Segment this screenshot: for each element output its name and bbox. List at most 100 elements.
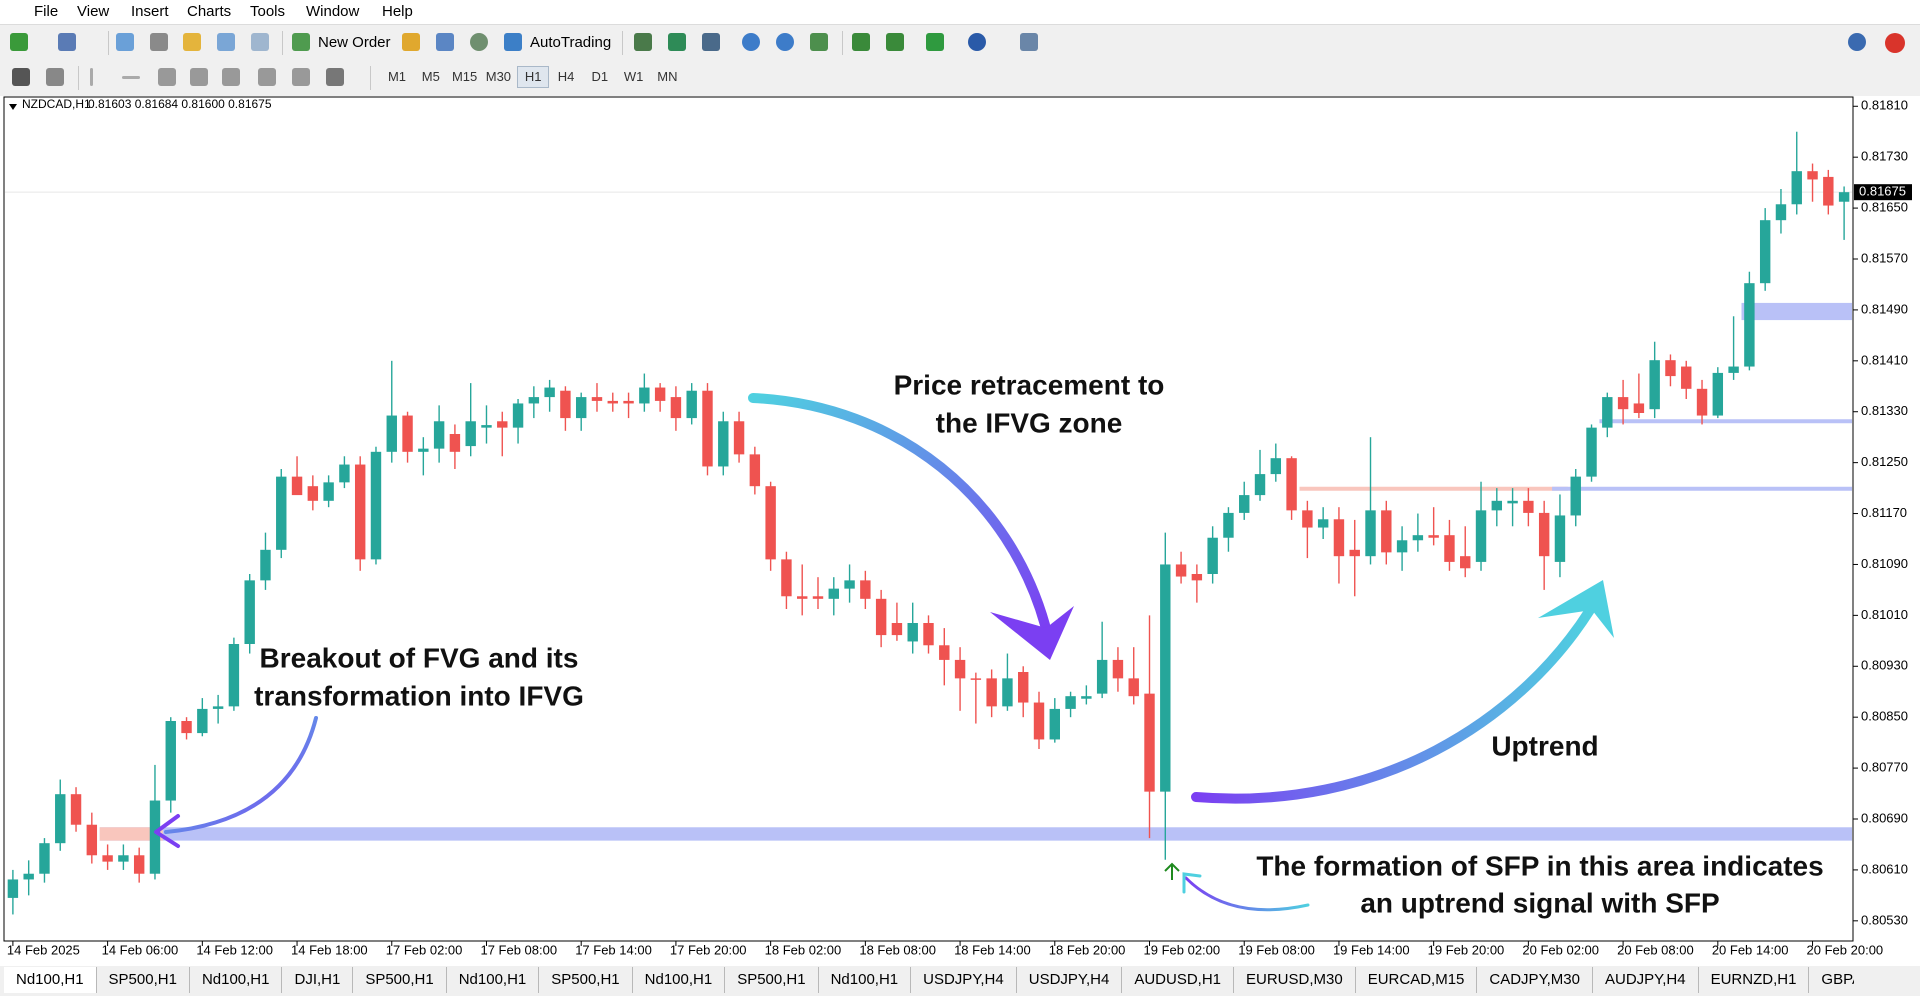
- zoom-out-icon[interactable]: [776, 33, 794, 51]
- chart-tab[interactable]: EURCAD,M15: [1356, 967, 1478, 993]
- label-icon[interactable]: [292, 68, 310, 86]
- retracement-arrow-head: [990, 606, 1074, 660]
- market-icon[interactable]: [470, 33, 488, 51]
- new-order-button[interactable]: New Order: [318, 34, 391, 51]
- new-order-icon[interactable]: [292, 33, 310, 51]
- chart-tab[interactable]: EURUSD,M30: [1234, 967, 1356, 993]
- terminal-icon[interactable]: [217, 33, 235, 51]
- autotrading-icon[interactable]: [504, 33, 522, 51]
- menu-item[interactable]: File: [34, 3, 59, 20]
- x-tick-label: 20 Feb 14:00: [1712, 942, 1789, 957]
- y-tick-label: 0.81490: [1861, 301, 1908, 316]
- notification-icon[interactable]: [1885, 33, 1905, 53]
- timeframe-button[interactable]: W1: [623, 69, 644, 84]
- separator: [78, 66, 79, 90]
- timeframe-button[interactable]: M30: [485, 69, 512, 84]
- shift-icon[interactable]: [886, 33, 904, 51]
- navigator-icon[interactable]: [183, 33, 201, 51]
- timeframe-button[interactable]: MN: [657, 69, 678, 84]
- menu-item[interactable]: Help: [382, 3, 413, 20]
- chart-tab[interactable]: USDJPY,H4: [911, 967, 1017, 993]
- zoom-in-icon[interactable]: [742, 33, 760, 51]
- chart-tab[interactable]: AUDUSD,H1: [1122, 967, 1235, 993]
- chart-tab[interactable]: SP500,H1: [353, 967, 447, 993]
- scroll-icon[interactable]: [852, 33, 870, 51]
- chart-tab[interactable]: Nd100,H1: [447, 967, 540, 993]
- candle-body: [1191, 574, 1203, 581]
- timeframe-button[interactable]: H4: [557, 69, 575, 84]
- trendline-icon[interactable]: [158, 68, 176, 86]
- cursor-icon[interactable]: [12, 68, 30, 86]
- bar-chart-icon[interactable]: [634, 33, 652, 51]
- candle-body: [1223, 512, 1234, 538]
- tester-icon[interactable]: [251, 33, 269, 51]
- chart-tab[interactable]: DJI,H1: [282, 967, 354, 993]
- autotrading-button[interactable]: AutoTrading: [530, 34, 612, 51]
- x-tick-label: 18 Feb 14:00: [954, 942, 1031, 957]
- timeframe-button[interactable]: D1: [591, 69, 609, 84]
- candle-body: [1838, 192, 1850, 202]
- templates-icon[interactable]: [1020, 33, 1038, 51]
- timeframe-button[interactable]: M5: [421, 69, 440, 84]
- chart-tab[interactable]: AUDJPY,H4: [1593, 967, 1699, 993]
- candle-body: [639, 387, 650, 404]
- zone: [1741, 302, 1852, 321]
- indicators-icon[interactable]: [926, 33, 944, 51]
- candle-body: [481, 425, 492, 428]
- timeframe-button[interactable]: M1: [387, 69, 407, 84]
- timeframe-button[interactable]: H1: [517, 66, 550, 88]
- candle-body: [1791, 171, 1802, 205]
- menu-item[interactable]: Insert: [131, 3, 169, 20]
- chart-tab[interactable]: Nd100,H1: [190, 967, 283, 993]
- arrows-icon[interactable]: [326, 68, 344, 86]
- candle-body: [181, 721, 192, 734]
- menu-item[interactable]: Tools: [250, 3, 286, 20]
- profiles-icon[interactable]: [58, 33, 76, 51]
- current-price-label: 0.81675: [1859, 184, 1906, 199]
- fibo-icon[interactable]: [222, 68, 240, 86]
- crosshair-icon[interactable]: [46, 68, 64, 86]
- candle-body: [1160, 564, 1171, 792]
- text-icon[interactable]: [258, 68, 276, 86]
- chart-tab[interactable]: GBPAUD,H1: [1809, 967, 1854, 993]
- signals-icon[interactable]: [436, 33, 454, 51]
- candle-body: [1317, 519, 1329, 528]
- tile-icon[interactable]: [810, 33, 828, 51]
- chart-tab[interactable]: Nd100,H1: [819, 967, 912, 993]
- search-icon[interactable]: [1848, 33, 1866, 51]
- candle-body: [354, 464, 366, 560]
- breakout-arrow-head: [154, 814, 180, 848]
- periods-icon[interactable]: [968, 33, 986, 51]
- chart-tab[interactable]: USDJPY,H4: [1017, 967, 1123, 993]
- x-tick-label: 14 Feb 06:00: [102, 942, 179, 957]
- candle-body: [449, 434, 461, 452]
- menu-item[interactable]: Charts: [187, 3, 232, 20]
- candle-body: [276, 476, 287, 550]
- candle-body: [575, 397, 587, 419]
- chart-tab[interactable]: SP500,H1: [97, 967, 190, 993]
- metaeditor-icon[interactable]: [402, 33, 420, 51]
- channel-icon[interactable]: [190, 68, 208, 86]
- market-watch-icon[interactable]: [116, 33, 134, 51]
- data-window-icon[interactable]: [150, 33, 168, 51]
- candle-body: [1554, 515, 1566, 562]
- timeframe-button[interactable]: M15: [451, 69, 478, 84]
- chart-tab[interactable]: SP500,H1: [725, 967, 819, 993]
- x-tick-label: 19 Feb 08:00: [1238, 942, 1315, 957]
- candles-icon[interactable]: [668, 33, 686, 51]
- chart-tab[interactable]: CADJPY,M30: [1477, 967, 1593, 993]
- vline-icon[interactable]: [90, 68, 93, 86]
- candle-body: [307, 486, 319, 501]
- menu-item[interactable]: View: [77, 3, 110, 20]
- chart-tab[interactable]: SP500,H1: [539, 967, 633, 993]
- y-tick-label: 0.81170: [1861, 505, 1907, 520]
- new-chart-icon[interactable]: [10, 33, 28, 51]
- chart-tab[interactable]: Nd100,H1: [633, 967, 726, 993]
- chart-tab[interactable]: EURNZD,H1: [1699, 967, 1810, 993]
- candle-body: [1570, 476, 1581, 516]
- hline-icon[interactable]: [122, 76, 140, 79]
- line-chart-icon[interactable]: [702, 33, 720, 51]
- chart-tab[interactable]: Nd100,H1: [4, 967, 97, 993]
- candle-body: [844, 580, 855, 589]
- menu-item[interactable]: Window: [306, 3, 360, 20]
